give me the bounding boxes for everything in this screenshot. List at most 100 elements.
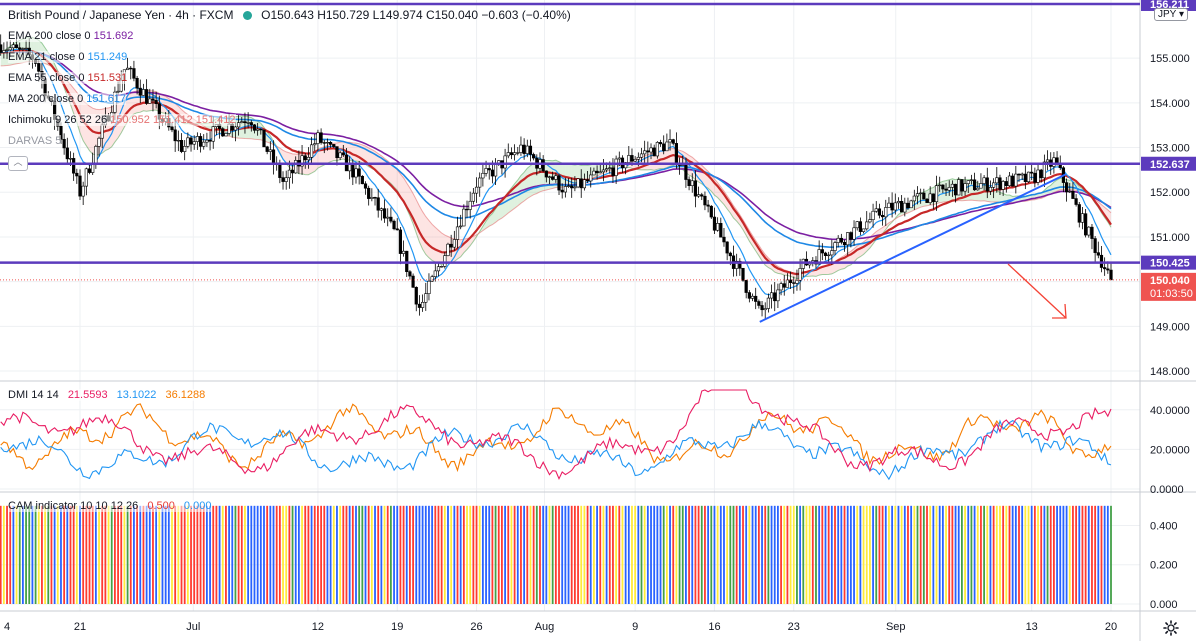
cam-bar [228,505,230,604]
candle-body [852,227,856,240]
cam-bar [177,505,180,604]
cam-bar [377,505,380,604]
cloud-segment [527,165,531,199]
candle-body [11,44,15,49]
candle-body [649,147,653,153]
candle-body [1068,190,1072,193]
cam-bar [72,505,75,604]
cloud-segment [946,179,950,202]
cam-bar [926,505,928,604]
cam-value-2: 0.000 [183,500,212,512]
cam-bar [726,505,729,604]
candle-body [934,185,939,203]
cloud-segment [584,165,588,182]
price-axis: 155.000 154.000 153.000 152.000 151.000 149.0… [1150,53,1190,378]
dmi-legend[interactable]: DMI 14 14 21.5593 13.1022 36.1288 [8,389,206,401]
candle-body [1071,190,1075,199]
candle-body [551,176,555,180]
indicator-darvas[interactable]: DARVAS 5 [8,135,62,147]
cam-bar [796,505,798,604]
candle-body [91,163,95,173]
candle-body [62,138,66,149]
cam-bar [907,505,909,604]
cam-bar [1068,505,1071,604]
candle-body [173,129,177,142]
cam-bar [123,505,126,604]
cam-bar [675,505,678,604]
indicator-name: EMA 21 close 0 [8,51,85,63]
currency-button[interactable]: JPY ▾ [1154,8,1188,21]
cam-bar [757,505,760,604]
cam-bar [393,505,395,604]
indicator-ema200[interactable]: EMA 200 close 0 151.692 [8,30,134,42]
candle-body [401,250,406,254]
cam-bar [983,505,986,604]
candle-body [138,87,142,96]
candle-body [1109,269,1113,281]
cam-bar [453,505,456,604]
indicator-ema55[interactable]: EMA 55 close 0 151.531 [8,72,128,84]
cam-bar [704,505,706,604]
cam-legend[interactable]: CAM indicator 10 10 12 26 0.500 0.000 [8,500,212,512]
cam-bar [174,505,177,604]
candle-body [931,193,935,203]
candle-body [24,47,28,50]
indicator-ema21[interactable]: EMA 21 close 0 151.249 [8,51,128,63]
dmi-axis-tick: 20.0000 [1150,444,1190,456]
candle-body [858,221,862,232]
symbol-title[interactable]: British Pound / Japanese Yen · 4h · FXCM [8,8,234,22]
candle-body [849,232,853,240]
cam-bar [155,505,158,604]
candle-body [100,124,104,139]
cam-bar [564,505,567,604]
settings-gear-icon[interactable] [1163,620,1179,636]
cam-bar [253,505,256,604]
candle-body [900,200,904,213]
cam-bar [60,505,62,604]
cam-bar [367,505,370,604]
candle-body [408,271,412,277]
cloud-segment [0,50,4,66]
candle-body [233,126,238,131]
cloud-segment [647,153,652,170]
cam-bar [862,505,865,604]
candle-body [532,154,536,159]
indicator-ma200[interactable]: MA 200 close 0 151.617 [8,93,127,105]
cam-bar [190,505,192,604]
candle-body [417,303,422,308]
cam-bar [218,505,221,604]
indicator-ichimoku[interactable]: Ichimoku 9 26 52 26 150.952 151.412 151.… [8,114,236,126]
cloud-segment [489,213,493,227]
candle-body [522,144,526,154]
cam-bar [510,505,513,604]
candle-body [252,124,257,131]
cam-bar [6,505,8,604]
cam-bar [158,505,161,604]
cam-bar [913,505,916,604]
cam-bar [577,505,579,604]
candle-body [763,308,767,311]
candle-body [976,187,980,191]
cam-bar [466,505,468,604]
candle-body [351,162,355,178]
candle-body [1023,173,1027,182]
cam-bar [929,505,932,604]
candle-body [1039,169,1043,179]
candle-body [208,139,212,142]
cam-bar [685,505,687,604]
collapse-legend-button[interactable]: ︿ [8,156,28,171]
cam-bar [634,505,637,604]
candle-body [329,142,333,145]
cam-bar [1094,505,1097,604]
cam-bar [193,505,196,604]
cam-bar [1018,505,1020,604]
candle-body [170,126,174,131]
cam-bar [297,505,300,604]
indicator-value: 151.692 [93,30,134,42]
candle-body [668,139,672,143]
candle-body [202,141,206,147]
time-axis-tick: Aug [535,621,555,633]
cam-bar [586,505,589,604]
candle-body [833,242,837,251]
